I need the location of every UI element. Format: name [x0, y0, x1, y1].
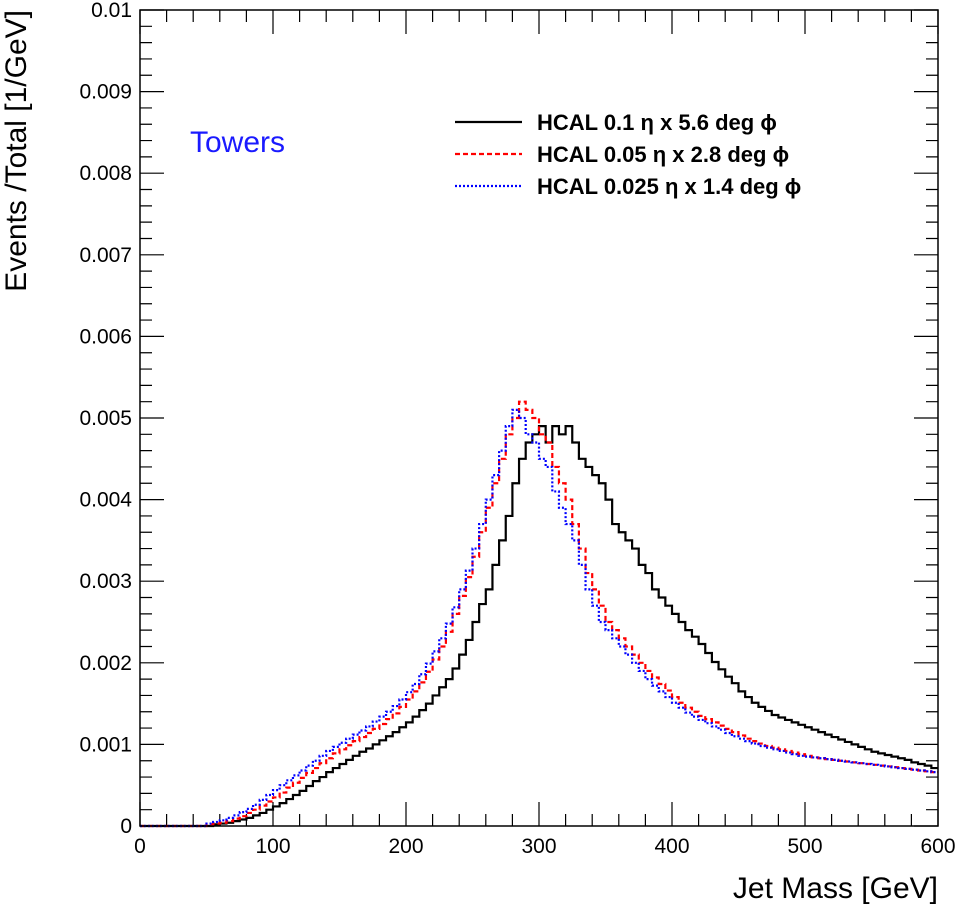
- legend: HCAL 0.1 η x 5.6 deg ϕ HCAL 0.05 η x 2.8…: [455, 110, 801, 199]
- legend-label-medium: HCAL 0.05 η x 2.8 deg ϕ: [537, 142, 789, 167]
- y-tick-label-0.006: 0.006: [79, 325, 132, 348]
- y-tick-label-0.008: 0.008: [79, 162, 132, 185]
- towers-annotation: Towers: [190, 126, 285, 159]
- y-tick-label-0.003: 0.003: [79, 570, 132, 593]
- x-tick-label-500: 500: [787, 835, 822, 858]
- x-tick-label-600: 600: [920, 835, 955, 858]
- legend-label-coarse: HCAL 0.1 η x 5.6 deg ϕ: [537, 110, 777, 135]
- y-axis-title: Events /Total [1/GeV]: [0, 10, 33, 292]
- y-tick-label-0.005: 0.005: [79, 407, 132, 430]
- x-tick-label-100: 100: [255, 835, 290, 858]
- y-tick-label-0.004: 0.004: [79, 489, 132, 512]
- y-tick-label-0: 0: [120, 815, 132, 838]
- x-tick-label-300: 300: [521, 835, 556, 858]
- x-tick-label-400: 400: [654, 835, 689, 858]
- y-tick-label-0.007: 0.007: [79, 244, 132, 267]
- y-tick-label-0.01: 0.01: [91, 0, 132, 22]
- y-tick-label-0.002: 0.002: [79, 652, 132, 675]
- histogram-series: [140, 400, 938, 828]
- series-line-2: [140, 408, 938, 828]
- x-tick-label-0: 0: [134, 835, 146, 858]
- x-tick-label-200: 200: [388, 835, 423, 858]
- series-line-1: [140, 400, 938, 828]
- y-tick-label-0.001: 0.001: [79, 733, 132, 756]
- plot-frame: [139, 9, 939, 827]
- axis-tick-labels: 0 100 200 300 400 500 600 0 0.001 0.002 0.003 0.004…: [79, 0, 955, 858]
- series-line-0: [140, 425, 938, 828]
- legend-label-fine: HCAL 0.025 η x 1.4 deg ϕ: [537, 174, 801, 199]
- x-axis-title: Jet Mass [GeV]: [733, 872, 938, 905]
- y-tick-label-0.009: 0.009: [79, 81, 132, 104]
